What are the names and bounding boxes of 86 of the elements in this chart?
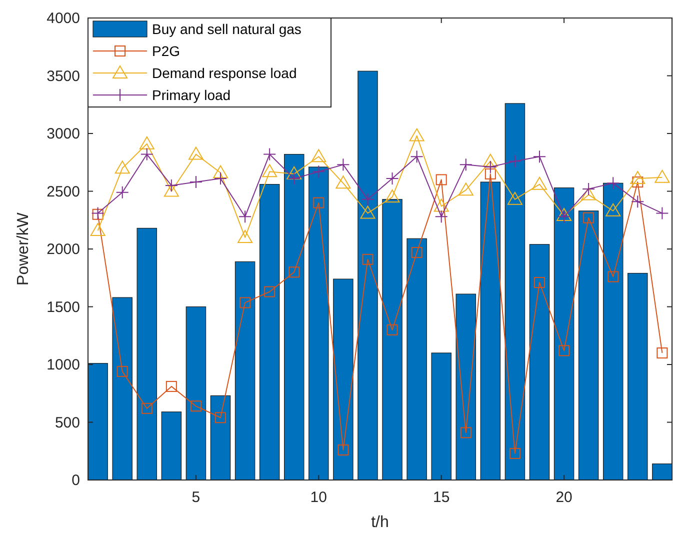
point: [409, 128, 424, 142]
y-tick-label: 1000: [46, 356, 80, 374]
point: [264, 286, 276, 298]
point: [484, 168, 496, 180]
y-tick-label: 0: [72, 472, 80, 489]
point: [534, 276, 545, 288]
y-tick-label: 3000: [46, 126, 80, 142]
y-tick-label: 500: [54, 414, 80, 432]
point: [582, 182, 596, 196]
x-tick-label: 20: [556, 489, 572, 506]
y-tick-label: 1500: [46, 298, 80, 316]
point: [630, 171, 646, 184]
legend-label: P2G: [152, 43, 180, 59]
point: [654, 170, 670, 183]
point: [166, 380, 177, 392]
y-tick-label: 3500: [46, 68, 80, 85]
point: [240, 297, 251, 308]
point: [532, 150, 546, 164]
point: [338, 444, 349, 456]
point: [482, 154, 498, 167]
point: [532, 176, 547, 190]
point: [263, 148, 276, 161]
point: [189, 176, 202, 189]
point: [460, 427, 472, 438]
point: [410, 150, 424, 164]
point: [360, 206, 376, 219]
point: [434, 210, 448, 224]
point: [656, 347, 668, 358]
point: [164, 184, 179, 197]
point: [188, 146, 204, 160]
point: [606, 176, 620, 190]
legend-label: Primary load: [152, 87, 231, 103]
point: [656, 206, 669, 220]
y-tick-label: 4000: [46, 10, 80, 27]
x-tick-label: 15: [433, 489, 450, 506]
point: [411, 246, 422, 258]
point: [141, 402, 152, 414]
point: [140, 148, 154, 161]
point: [558, 345, 570, 356]
point: [434, 198, 449, 212]
x-tick-label: 5: [192, 489, 200, 506]
point: [581, 187, 596, 200]
point: [262, 164, 278, 178]
point: [164, 178, 178, 192]
point: [384, 190, 400, 203]
point: [213, 165, 228, 178]
point: [313, 197, 324, 208]
y-tick-label: 2500: [46, 183, 80, 200]
x-tick-label: 10: [310, 489, 327, 506]
point: [238, 230, 253, 243]
legend-label: Buy and sell natural gas: [152, 21, 302, 37]
point: [459, 158, 472, 172]
point: [336, 176, 351, 189]
point: [608, 271, 619, 282]
point: [116, 366, 128, 377]
point: [386, 324, 398, 336]
point: [286, 166, 302, 180]
point: [139, 136, 154, 150]
point: [238, 210, 252, 224]
point: [508, 154, 522, 168]
point: [336, 158, 350, 172]
point: [116, 186, 129, 199]
point: [288, 172, 301, 186]
point: [90, 223, 106, 236]
x-axis-title: t/h: [371, 514, 389, 531]
point: [215, 412, 226, 424]
point: [631, 195, 644, 208]
point: [606, 203, 621, 216]
legend-label: Demand response load: [152, 65, 297, 81]
point: [484, 160, 497, 174]
point: [507, 192, 522, 205]
point: [214, 172, 228, 186]
point: [436, 174, 447, 186]
y-axis-title: Power/kW: [15, 212, 32, 286]
point: [361, 192, 374, 206]
point: [362, 254, 374, 265]
point: [114, 160, 130, 174]
point: [312, 165, 326, 178]
point: [458, 182, 474, 196]
point: [509, 448, 520, 459]
point: [288, 266, 300, 278]
point: [583, 212, 594, 224]
y-tick-label: 2000: [46, 241, 80, 258]
point: [190, 400, 202, 412]
point: [386, 172, 399, 186]
point: [311, 149, 326, 162]
